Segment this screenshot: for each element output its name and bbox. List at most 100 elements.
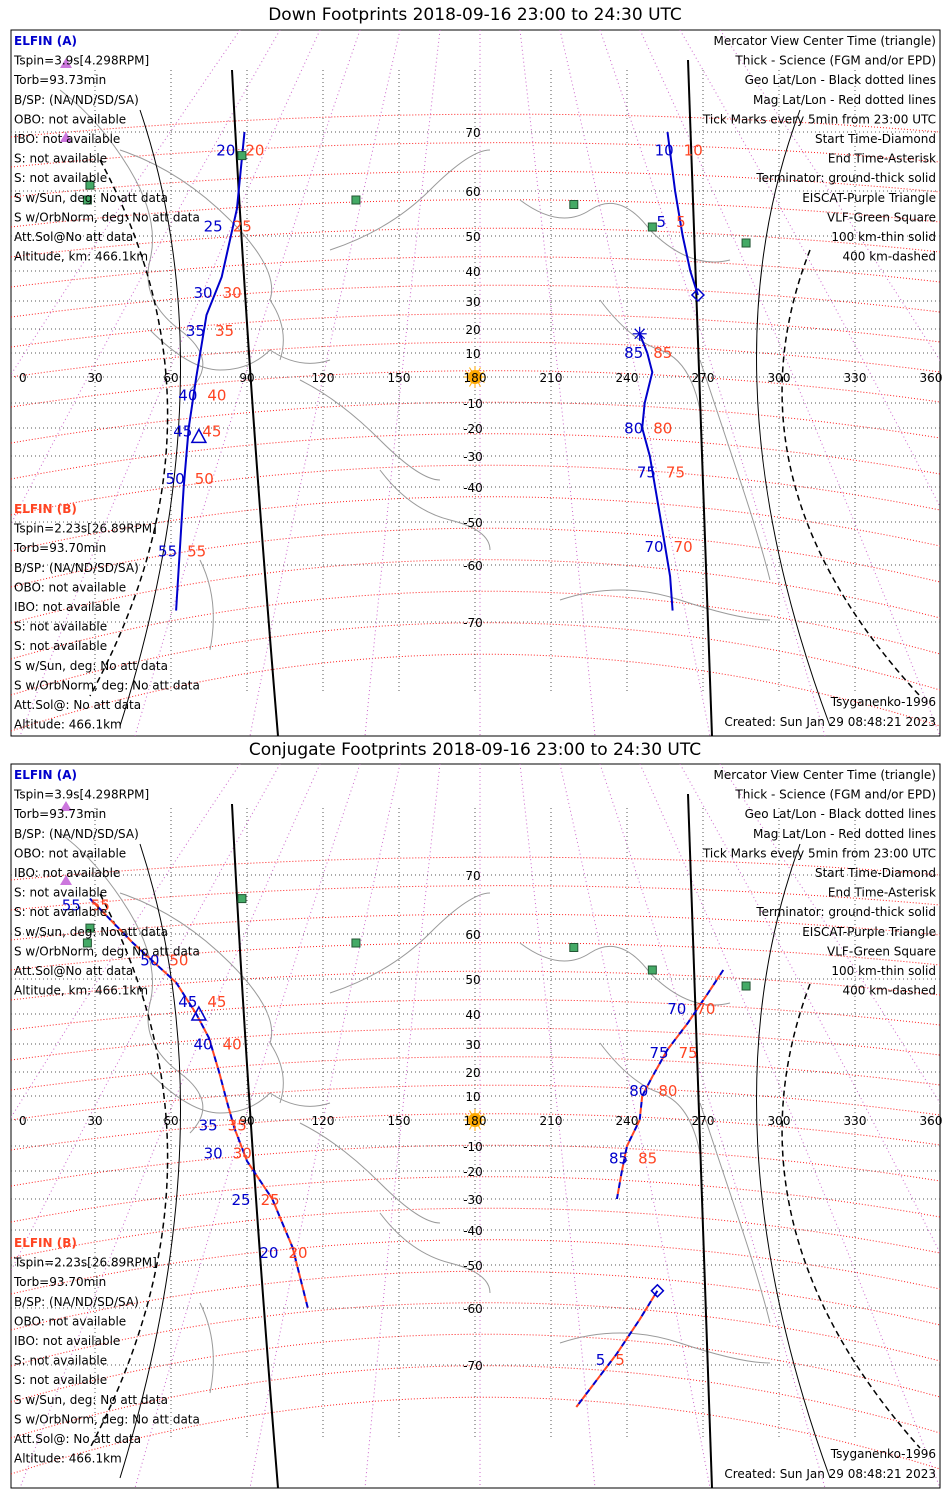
footprint-track xyxy=(175,131,246,611)
lat-tick-label: 70 xyxy=(465,126,480,140)
tick-label-elfin-b: 5 xyxy=(676,213,686,231)
left-info-line: Altitude, km: 466.1km xyxy=(14,984,148,998)
lat-tick-label: -10 xyxy=(463,1140,483,1154)
legend-line: 400 km-dashed xyxy=(842,250,936,264)
lon-tick-label: 270 xyxy=(692,371,715,385)
mag-lat-line xyxy=(11,590,940,660)
left-info-line: Torb=93.73min xyxy=(13,807,106,821)
vlf-site-marker xyxy=(351,938,361,948)
mag-lat-line xyxy=(11,199,940,228)
lon-tick-label: 360 xyxy=(920,371,943,385)
sun-ray xyxy=(469,1125,472,1130)
tick-label-elfin-a: 25 xyxy=(204,218,223,236)
lat-tick-label: -30 xyxy=(463,1193,483,1207)
tick-label-elfin-b: 40 xyxy=(223,1036,242,1054)
model-name: Tsyganenko-1996 xyxy=(830,1447,936,1461)
plot-title: Conjugate Footprints 2018-09-16 23:00 to… xyxy=(249,740,701,760)
lon-tick-label: 180 xyxy=(464,1114,487,1128)
coastline xyxy=(559,589,771,621)
lon-tick-label: 60 xyxy=(163,1114,178,1128)
eiscat-marker xyxy=(60,58,72,68)
left-info-line-b: S: not available xyxy=(14,639,107,653)
sun-ray xyxy=(465,371,470,374)
lat-tick-label: -50 xyxy=(463,516,483,530)
coastline xyxy=(519,942,731,1006)
left-info-line-b: S w/OrbNorm, deg: No att data xyxy=(14,678,200,692)
tick-label-elfin-b: 35 xyxy=(215,322,234,340)
created-timestamp: Created: Sun Jan 29 08:48:21 2023 xyxy=(724,715,936,729)
coastline xyxy=(599,299,701,411)
mag-lat-line xyxy=(11,284,940,318)
tick-label-elfin-b: 40 xyxy=(207,386,226,404)
left-info-line: S: not available xyxy=(14,886,107,900)
vlf-site-marker xyxy=(569,943,579,952)
tick-label-elfin-b: 30 xyxy=(223,284,242,302)
model-name: Tsyganenko-1996 xyxy=(830,695,936,709)
left-info-line-b: S w/Sun, deg: No att data xyxy=(14,1393,168,1407)
lat-tick-label: 40 xyxy=(465,1008,480,1022)
left-info-line-b: Torb=93.70min xyxy=(13,541,106,555)
start-diamond-marker xyxy=(690,287,705,303)
sun-ray xyxy=(465,1123,470,1126)
orbit-100km-line xyxy=(756,109,831,727)
sun-ray xyxy=(469,382,472,387)
left-info-line-b: S: not available xyxy=(14,1373,107,1387)
tick-label-elfin-a: 40 xyxy=(194,1036,213,1054)
lon-tick-label: 150 xyxy=(388,1114,411,1128)
vlf-site-marker xyxy=(237,894,247,904)
mag-lat-line xyxy=(11,856,940,881)
tick-label-elfin-a: 40 xyxy=(178,386,197,404)
panel-frame xyxy=(10,763,941,1489)
orbit-100km-line xyxy=(119,843,181,1479)
lat-tick-label: 40 xyxy=(465,265,480,279)
mag-lon-line xyxy=(134,30,361,736)
mag-lon-line xyxy=(519,30,596,736)
lat-tick-label: 50 xyxy=(465,230,480,244)
legend-line: Start Time-Diamond xyxy=(815,132,936,146)
eiscat-marker xyxy=(60,875,72,885)
terminator-line xyxy=(687,59,713,736)
mag-lon-line xyxy=(719,30,940,362)
lat-tick-label: -70 xyxy=(463,616,483,630)
lon-tick-label: 120 xyxy=(312,371,335,385)
left-info-line-b: S w/OrbNorm, deg: No att data xyxy=(14,1412,200,1426)
map-area xyxy=(11,764,940,1488)
left-info-line-b: Tspin=2.23s[26.89RPM] xyxy=(13,522,157,536)
mag-lat-line xyxy=(11,885,940,911)
mag-lat-line xyxy=(11,370,940,408)
left-info-line: Att.Sol@No att data xyxy=(14,964,133,978)
footprint-track xyxy=(615,969,725,1200)
tick-label-elfin-a: 35 xyxy=(199,1116,218,1134)
tick-label-elfin-a: 55 xyxy=(158,542,177,560)
legend-line: EISCAT-Purple Triangle xyxy=(802,191,936,205)
terminator-line xyxy=(231,803,279,1488)
vlf-site-marker xyxy=(85,923,95,933)
tick-label-elfin-a: 5 xyxy=(596,1351,606,1369)
left-info-line: S w/OrbNorm, deg: No att data xyxy=(14,210,200,224)
tick-label-elfin-b: 45 xyxy=(207,993,226,1011)
lon-tick-label: 270 xyxy=(692,1114,715,1128)
elfin-a-label: ELFIN (A) xyxy=(14,768,77,782)
lat-tick-label: 30 xyxy=(465,1038,480,1052)
tick-label-elfin-a: 45 xyxy=(173,422,192,440)
legend-line: Mercator View Center Time (triangle) xyxy=(714,768,936,782)
left-info-line: B/SP: (NA/ND/SD/SA) xyxy=(14,827,139,841)
mag-lat-line xyxy=(11,942,940,971)
footprint-track xyxy=(638,333,674,611)
footprint-track xyxy=(575,1290,659,1408)
left-info-line: Tspin=3.9s[4.298RPM] xyxy=(13,788,149,802)
sun-marker xyxy=(468,1113,482,1127)
lat-tick-label: -30 xyxy=(463,450,483,464)
mag-lat-line xyxy=(11,653,940,732)
legend-line: Geo Lat/Lon - Black dotted lines xyxy=(745,807,936,821)
center-time-triangle xyxy=(190,427,208,444)
lon-tick-label: 120 xyxy=(312,1114,335,1128)
tick-label-elfin-b: 25 xyxy=(233,218,252,236)
coastline xyxy=(329,149,491,251)
left-info-line-b: S w/Sun, deg: No att data xyxy=(14,659,168,673)
lon-tick-label: 330 xyxy=(844,1114,867,1128)
tick-label-elfin-a: 70 xyxy=(644,538,663,556)
lon-tick-label: 60 xyxy=(163,371,178,385)
lon-tick-label: 360 xyxy=(920,1114,943,1128)
map-area xyxy=(11,30,940,736)
